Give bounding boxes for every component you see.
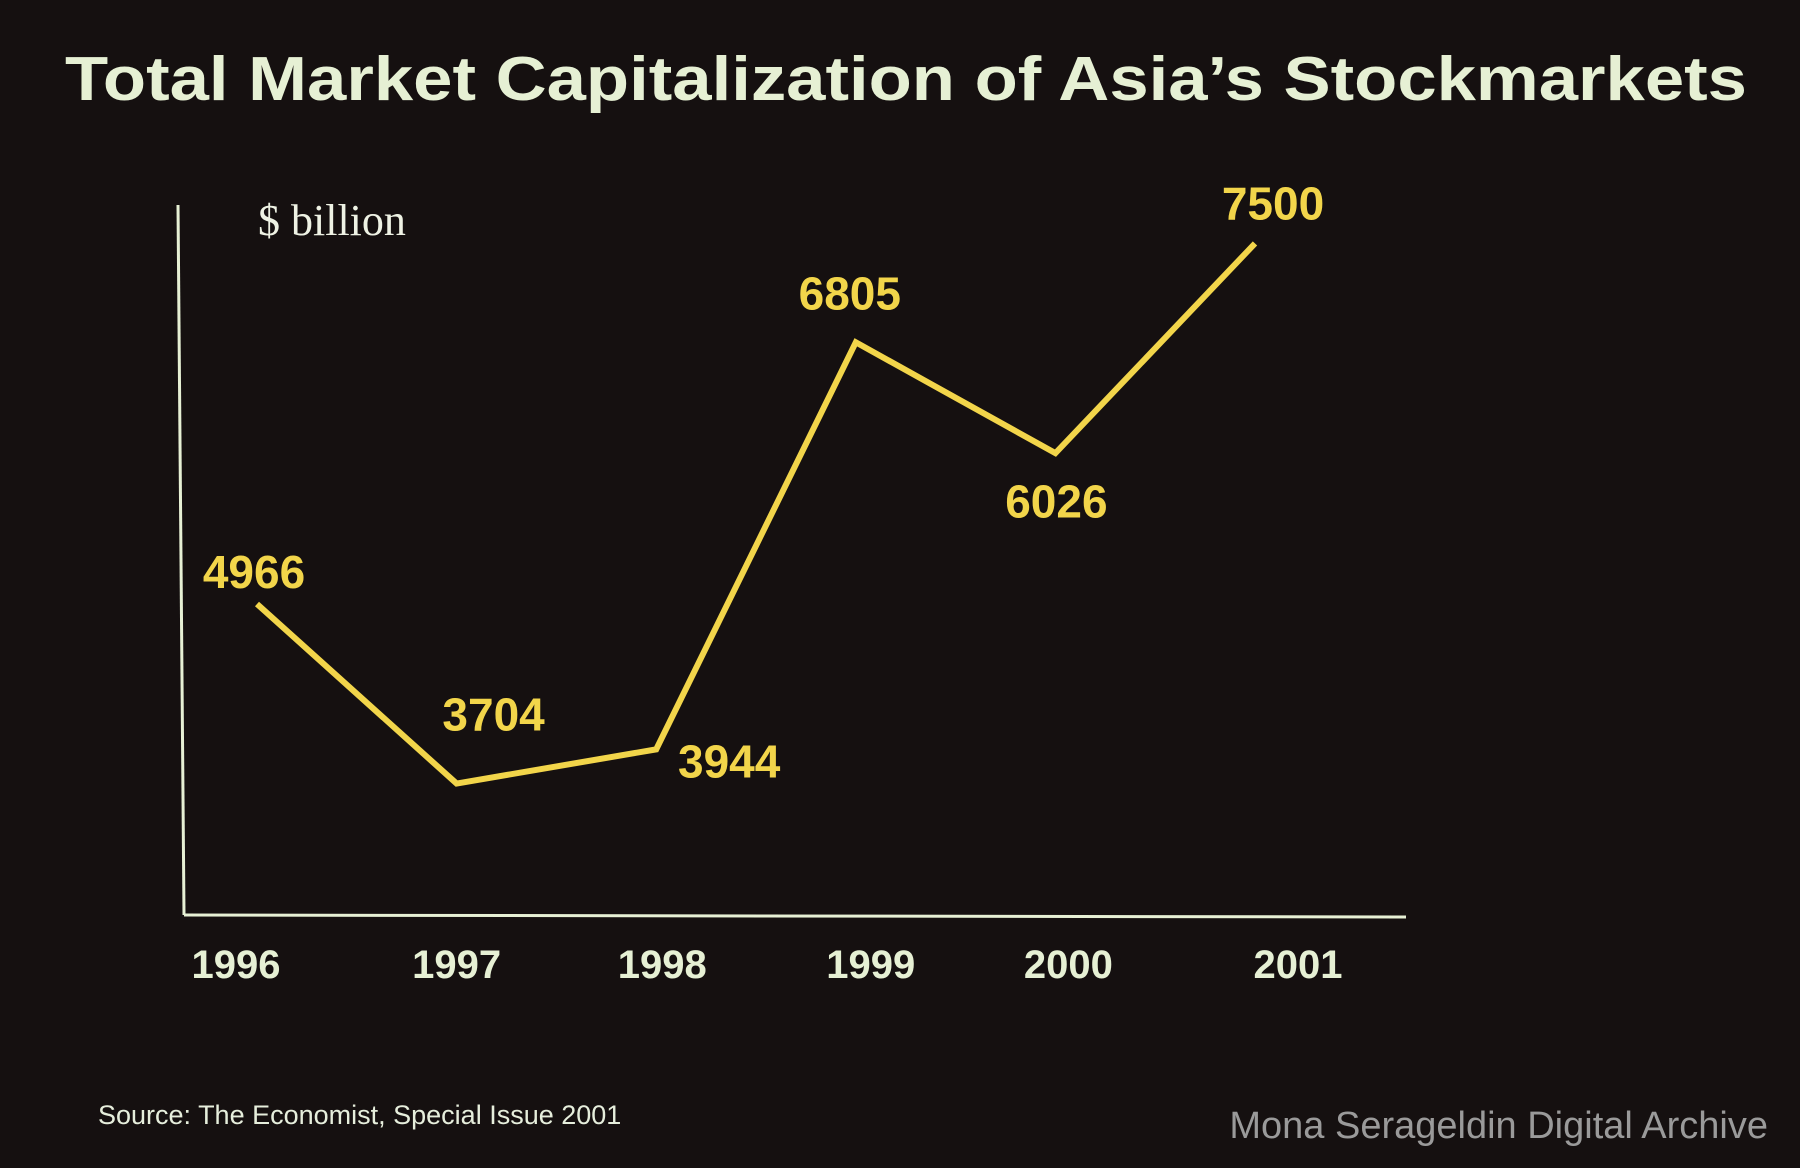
data-label-1997: 3704 xyxy=(442,689,545,741)
x-tick-1996: 1996 xyxy=(192,943,281,987)
x-tick-2001: 2001 xyxy=(1254,943,1343,987)
archive-credit: Mona Serageldin Digital Archive xyxy=(1229,1105,1768,1147)
data-label-1998: 3944 xyxy=(678,736,781,788)
data-label-1996: 4966 xyxy=(203,546,305,598)
x-tick-1998: 1998 xyxy=(618,943,707,987)
data-label-2001: 7500 xyxy=(1222,178,1324,230)
x-tick-1997: 1997 xyxy=(412,943,501,987)
x-tick-1999: 1999 xyxy=(826,943,915,987)
y-axis xyxy=(176,204,186,916)
source-note: Source: The Economist, Special Issue 200… xyxy=(98,1100,621,1130)
data-label-2000: 6026 xyxy=(1005,475,1107,527)
y-axis-label: $ billion xyxy=(258,196,406,245)
x-tick-2000: 2000 xyxy=(1024,943,1113,987)
chart-title: Total Market Capitalization of Asia’s St… xyxy=(65,45,1747,114)
x-axis xyxy=(183,913,1407,919)
data-label-1999: 6805 xyxy=(799,267,901,319)
series-line xyxy=(254,241,1258,787)
